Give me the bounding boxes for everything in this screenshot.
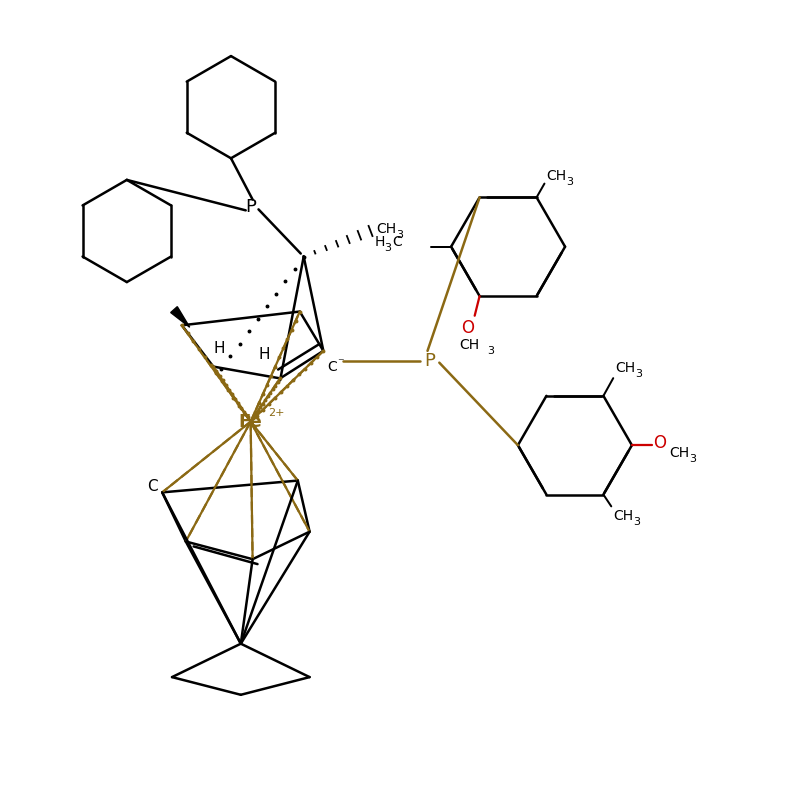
Text: Fe: Fe [238, 413, 262, 430]
Text: CH: CH [460, 338, 480, 352]
Text: CH: CH [546, 169, 566, 182]
Text: 3: 3 [487, 346, 494, 356]
Text: H: H [214, 342, 225, 357]
Text: 3: 3 [566, 177, 573, 186]
Text: P: P [246, 198, 256, 217]
Text: CH: CH [615, 362, 635, 375]
Text: 3: 3 [689, 454, 696, 464]
Text: 3: 3 [635, 370, 642, 379]
Text: O: O [654, 434, 666, 452]
Text: O: O [462, 318, 474, 337]
Text: P: P [424, 352, 435, 370]
Text: H: H [258, 347, 270, 362]
Text: 2+: 2+ [268, 408, 285, 418]
Text: 3: 3 [384, 242, 391, 253]
Text: ⁻: ⁻ [337, 356, 344, 369]
Text: CH: CH [670, 446, 690, 460]
Text: 3: 3 [633, 517, 640, 527]
Text: C: C [327, 359, 337, 374]
Polygon shape [170, 306, 190, 327]
Text: H: H [374, 234, 385, 249]
Text: 3: 3 [396, 230, 403, 240]
Text: CH: CH [377, 222, 397, 236]
Text: C: C [392, 234, 402, 249]
Text: CH: CH [614, 509, 634, 523]
Text: C: C [147, 479, 158, 494]
